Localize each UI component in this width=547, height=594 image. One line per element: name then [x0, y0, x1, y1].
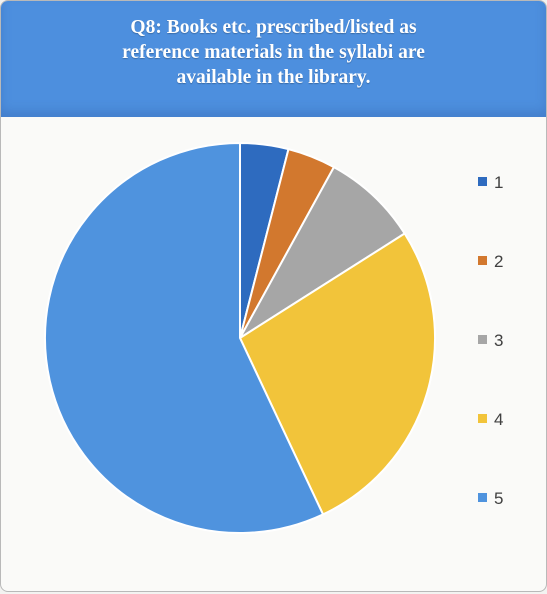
- legend-label-3: 3: [494, 331, 503, 350]
- legend-swatch-3: [478, 335, 487, 344]
- legend-label-1: 1: [494, 173, 503, 192]
- chart-title-line-3: available in the library.: [176, 67, 371, 88]
- legend-label-2: 2: [494, 252, 503, 271]
- legend: 1 2 3 4 5: [478, 173, 503, 508]
- pie-slices: [44, 141, 436, 534]
- pie-slice-4: [238, 232, 436, 516]
- legend-swatch-4: [478, 414, 487, 423]
- legend-swatch-5: [478, 493, 487, 502]
- legend-label-4: 4: [494, 410, 503, 429]
- chart-title-line-1: Q8: Books etc. prescribed/listed as: [130, 17, 417, 38]
- legend-label-5: 5: [494, 489, 503, 508]
- legend-swatch-1: [478, 177, 487, 186]
- chart-title: Q8: Books etc. prescribed/listed as refe…: [41, 15, 506, 90]
- chart-title-line-2: reference materials in the syllabi are: [122, 42, 425, 63]
- title-bar: Q8: Books etc. prescribed/listed as refe…: [1, 1, 546, 117]
- pie-slice-3: [239, 165, 407, 339]
- legend-swatch-2: [478, 256, 487, 265]
- pie-slice-5: [44, 141, 325, 534]
